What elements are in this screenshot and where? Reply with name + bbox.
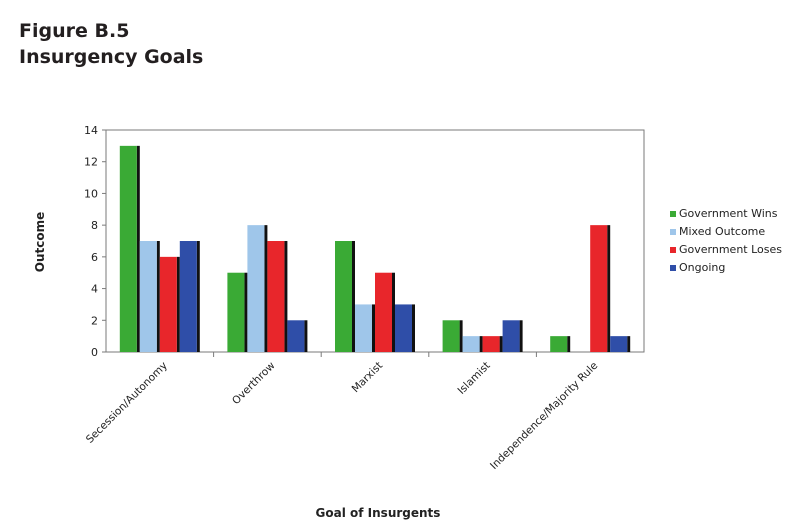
bar-shadow <box>412 304 415 352</box>
bar-shadow <box>136 145 140 352</box>
bar <box>395 304 412 352</box>
bar <box>550 336 568 352</box>
bar <box>267 241 285 352</box>
y-tick-label: 4 <box>91 283 98 296</box>
bar <box>139 241 157 352</box>
y-axis: 0 2 4 6 8 10 12 14 <box>84 124 106 359</box>
bar-shadow <box>372 304 375 352</box>
bar <box>335 241 352 352</box>
bar-shadow <box>459 320 463 352</box>
figure-heading: Figure B.5 Insurgency Goals <box>19 18 203 70</box>
bar <box>442 320 460 352</box>
bar <box>375 272 392 352</box>
bar <box>482 336 500 352</box>
bar <box>502 320 520 352</box>
bar-shadow <box>264 225 268 352</box>
legend: Government Wins Mixed Outcome Government L… <box>670 207 782 274</box>
bar-shadow <box>304 320 308 352</box>
bar <box>355 304 372 352</box>
legend-entry: Mixed Outcome <box>679 225 765 238</box>
y-tick-label: 0 <box>91 346 98 359</box>
bar <box>610 336 628 352</box>
bar <box>227 272 245 352</box>
bar-shadow <box>284 241 288 352</box>
x-category-label: Marxist <box>350 360 386 396</box>
bar-shadow <box>392 272 395 352</box>
bar-shadow <box>244 272 248 352</box>
bar <box>590 225 608 352</box>
legend-swatch <box>670 247 676 253</box>
legend-entry: Ongoing <box>679 261 725 274</box>
y-tick-label: 2 <box>91 314 98 327</box>
bar-shadow <box>479 336 483 352</box>
bar-shadow <box>499 336 503 352</box>
bar <box>287 320 305 352</box>
bar-shadow <box>176 256 180 352</box>
bar-shadow <box>627 336 631 352</box>
bars-group <box>119 145 631 352</box>
figure-title: Insurgency Goals <box>19 46 204 68</box>
y-tick-label: 14 <box>84 124 98 137</box>
bar-shadow <box>156 241 160 352</box>
legend-swatch <box>670 265 676 271</box>
x-axis-title: Goal of Insurgents <box>316 506 441 520</box>
y-tick-label: 8 <box>91 219 98 232</box>
bar <box>159 256 177 352</box>
bar-shadow <box>607 225 611 352</box>
y-tick-label: 12 <box>84 156 98 169</box>
bar <box>119 145 137 352</box>
y-tick-label: 10 <box>84 187 98 200</box>
y-tick-label: 6 <box>91 251 98 264</box>
bar-shadow <box>196 241 200 352</box>
bar <box>247 225 265 352</box>
y-axis-title: Outcome <box>33 212 47 272</box>
legend-swatch <box>670 211 676 217</box>
legend-swatch <box>670 229 676 235</box>
legend-entry: Government Loses <box>679 243 782 256</box>
x-category-label: Independence/Majority Rule <box>488 360 600 472</box>
x-category-label: Overthrow <box>230 359 278 407</box>
bar-shadow <box>567 336 571 352</box>
bar-shadow <box>519 320 523 352</box>
x-category-label: Islamist <box>455 360 492 397</box>
x-category-label: Secession/Autonomy <box>84 360 170 446</box>
figure-label: Figure B.5 <box>19 20 130 42</box>
legend-entry: Government Wins <box>679 207 778 220</box>
bar <box>179 241 197 352</box>
bar <box>462 336 480 352</box>
bar-shadow <box>352 241 355 352</box>
x-axis: Secession/Autonomy Overthrow Marxist Islami… <box>84 352 600 472</box>
